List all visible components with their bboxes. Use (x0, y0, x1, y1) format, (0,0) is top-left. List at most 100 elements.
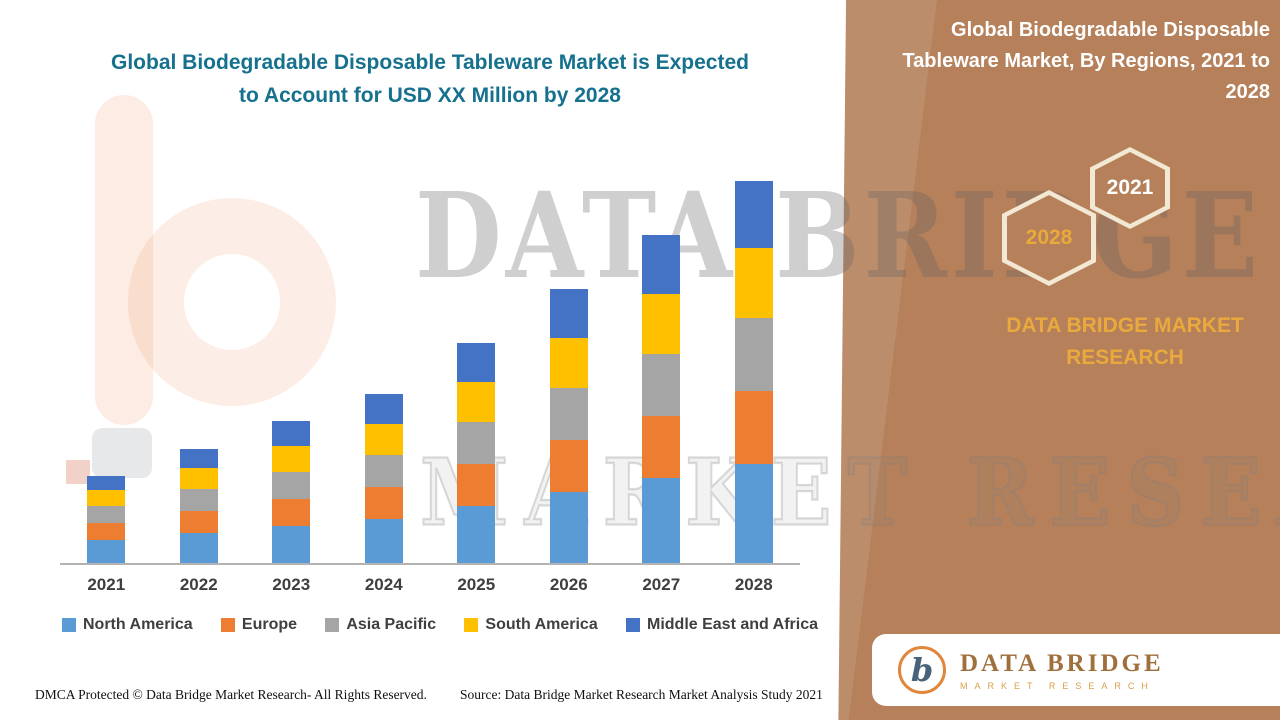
stacked-bar-2028 (734, 181, 773, 563)
bar-segment-2022 (179, 511, 218, 533)
stacked-bar-2026 (549, 289, 588, 563)
watermark-logo-gray-accent (92, 428, 152, 478)
brand-text: DATA BRIDGE MARKET RESEARCH (1006, 314, 1244, 369)
stacked-bar-2024 (364, 394, 403, 563)
bar-segment-2024 (364, 519, 403, 563)
hexagon-2028: 2028 (1002, 190, 1096, 286)
logo-subtitle: MARKET RESEARCH (960, 680, 1155, 691)
bar-segment-2023 (272, 446, 311, 472)
legend-swatch-icon (62, 618, 76, 632)
bar-segment-2028 (734, 181, 773, 248)
legend-label: Europe (241, 616, 298, 633)
legend-swatch-icon (626, 618, 640, 632)
hexagon-2021-label: 2021 (1106, 176, 1154, 199)
hexagon-2028-label: 2028 (1025, 226, 1073, 249)
legend-item: Europe (220, 616, 298, 634)
bar-segment-2026 (549, 440, 588, 492)
bar-segment-2025 (457, 506, 496, 563)
bar-column-2028 (708, 165, 800, 563)
bar-segment-2026 (549, 289, 588, 338)
bar-segment-2024 (364, 424, 403, 455)
x-axis-label-2028: 2028 (734, 575, 773, 594)
bar-column-2022 (153, 165, 245, 563)
legend-item: South America (464, 616, 598, 634)
x-axis-label-2023: 2023 (272, 575, 311, 594)
chart-legend: North America Europe Asia Pacific South Ame… (62, 616, 818, 634)
logo-text-group: DATA BRIDGE MARKET RESEARCH (960, 650, 1164, 691)
legend-swatch-icon (325, 618, 340, 632)
bar-segment-2028 (734, 464, 773, 563)
bar-segment-2027 (642, 235, 681, 294)
side-panel-title: Global Biodegradable Disposable Tablewar… (902, 19, 1270, 103)
legend-label: Middle East and Africa (647, 616, 818, 633)
x-axis-label-2025: 2025 (457, 575, 496, 594)
x-axis-label-2022: 2022 (179, 575, 218, 594)
bar-column-2026 (523, 165, 615, 563)
bar-segment-2028 (734, 248, 773, 318)
bar-segment-2023 (272, 472, 311, 499)
legend-label: Asia Pacific (346, 616, 437, 633)
bar-segment-2023 (272, 421, 311, 446)
bar-segment-2021 (87, 523, 126, 540)
legend-item: North America (62, 616, 193, 634)
stacked-bar-2022 (179, 449, 218, 563)
stacked-bar-2023 (272, 421, 311, 563)
stacked-bar-2027 (642, 235, 681, 563)
legend-swatch-icon (220, 618, 235, 632)
stacked-bar-2025 (457, 343, 496, 563)
bar-column-2025 (430, 165, 522, 563)
bar-segment-2023 (272, 526, 311, 563)
bar-segment-2027 (642, 416, 681, 478)
bar-segment-2024 (364, 455, 403, 487)
x-axis-label-2026: 2026 (549, 575, 588, 594)
bar-segment-2028 (734, 391, 773, 464)
bar-segment-2023 (272, 499, 311, 526)
watermark-logo-dot (66, 460, 90, 484)
legend-label: North America (83, 616, 193, 633)
chart-x-axis-labels: 2021 2022 2023 2024 2025 2026 2027 2028 (60, 575, 800, 595)
bar-segment-2022 (179, 449, 218, 468)
chart-title: Global Biodegradable Disposable Tablewar… (60, 46, 800, 112)
bar-segment-2027 (642, 354, 681, 416)
bar-column-2023 (245, 165, 337, 563)
bar-segment-2026 (549, 492, 588, 563)
dmca-notice: DMCA Protected © Data Bridge Market Rese… (35, 687, 427, 702)
bar-segment-2025 (457, 464, 496, 506)
chart-title-line1: Global Biodegradable Disposable Tablewar… (111, 51, 749, 74)
bar-column-2021 (60, 165, 152, 563)
bar-segment-2024 (364, 394, 403, 424)
hexagon-2021: 2021 (1090, 147, 1170, 229)
x-axis-label-2021: 2021 (87, 575, 126, 594)
bar-segment-2022 (179, 489, 218, 511)
x-axis-label-2024: 2024 (364, 575, 403, 594)
bar-segment-2024 (364, 487, 403, 519)
bar-segment-2022 (179, 533, 218, 563)
legend-label: South America (485, 616, 598, 633)
bar-segment-2025 (457, 343, 496, 382)
bar-segment-2026 (549, 388, 588, 440)
chart-title-line2: to Account for USD XX Million by 2028 (239, 84, 621, 107)
logo-name: DATA BRIDGE (960, 649, 1164, 677)
bar-column-2024 (338, 165, 430, 563)
chart-plot-area (60, 165, 800, 565)
x-axis-label-2027: 2027 (642, 575, 681, 594)
bar-segment-2021 (87, 540, 126, 563)
stacked-bar-2021 (87, 476, 126, 563)
legend-swatch-icon (464, 618, 479, 632)
bar-segment-2021 (87, 490, 126, 506)
bar-segment-2026 (549, 338, 588, 388)
bar-segment-2025 (457, 382, 496, 422)
legend-item: Asia Pacific (325, 616, 436, 634)
bar-segment-2025 (457, 422, 496, 464)
logo-box: b DATA BRIDGE MARKET RESEARCH (872, 634, 1280, 706)
bar-segment-2022 (179, 468, 218, 489)
bar-segment-2027 (642, 478, 681, 563)
legend-item: Middle East and Africa (626, 616, 818, 634)
bar-column-2027 (615, 165, 707, 563)
bar-segment-2021 (87, 476, 126, 490)
source-note: Source: Data Bridge Market Research Mark… (460, 687, 823, 702)
bar-segment-2021 (87, 506, 126, 523)
data-bridge-logo-icon: b (898, 646, 946, 694)
